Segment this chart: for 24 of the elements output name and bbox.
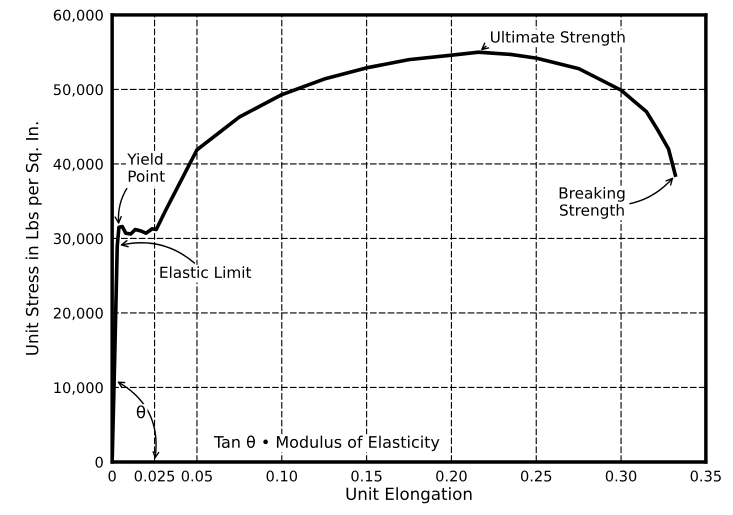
y-tick-label: 0 xyxy=(96,456,103,468)
y-tick-label: 20,000 xyxy=(54,308,103,320)
x-tick-label: 0.10 xyxy=(266,470,298,482)
x-tick-label: 0.30 xyxy=(606,470,636,482)
x-tick-label: 0.15 xyxy=(351,470,382,482)
y-tick-label: 60,000 xyxy=(54,10,103,22)
annotation: θ xyxy=(136,405,146,418)
x-tick-label: 0.025 xyxy=(134,470,174,482)
y-tick-label: 30,000 xyxy=(54,233,103,246)
annotation: Elastic Limit xyxy=(160,266,252,278)
y-tick-label: 10,000 xyxy=(54,382,103,395)
x-tick-label: 0.20 xyxy=(436,470,467,482)
x-axis-title: Unit Elongation xyxy=(346,487,472,504)
y-tick-label: 40,000 xyxy=(54,158,103,172)
x-tick-label: 0 xyxy=(108,470,116,482)
y-tick-label: 50,000 xyxy=(54,84,103,97)
y-axis-title: Unit Stress in Lbs per Sq. In. xyxy=(26,122,42,355)
x-tick-label: 0.35 xyxy=(690,470,721,482)
annotation: Yield Point xyxy=(127,152,165,182)
annotation: Tan θ • Modulus of Elasticity xyxy=(214,436,440,452)
annotation: Breaking Strength xyxy=(560,186,624,219)
x-tick-label: 0.05 xyxy=(182,470,212,482)
annotation: Ultimate Strength xyxy=(491,30,625,46)
x-tick-label: 0.25 xyxy=(520,470,552,482)
